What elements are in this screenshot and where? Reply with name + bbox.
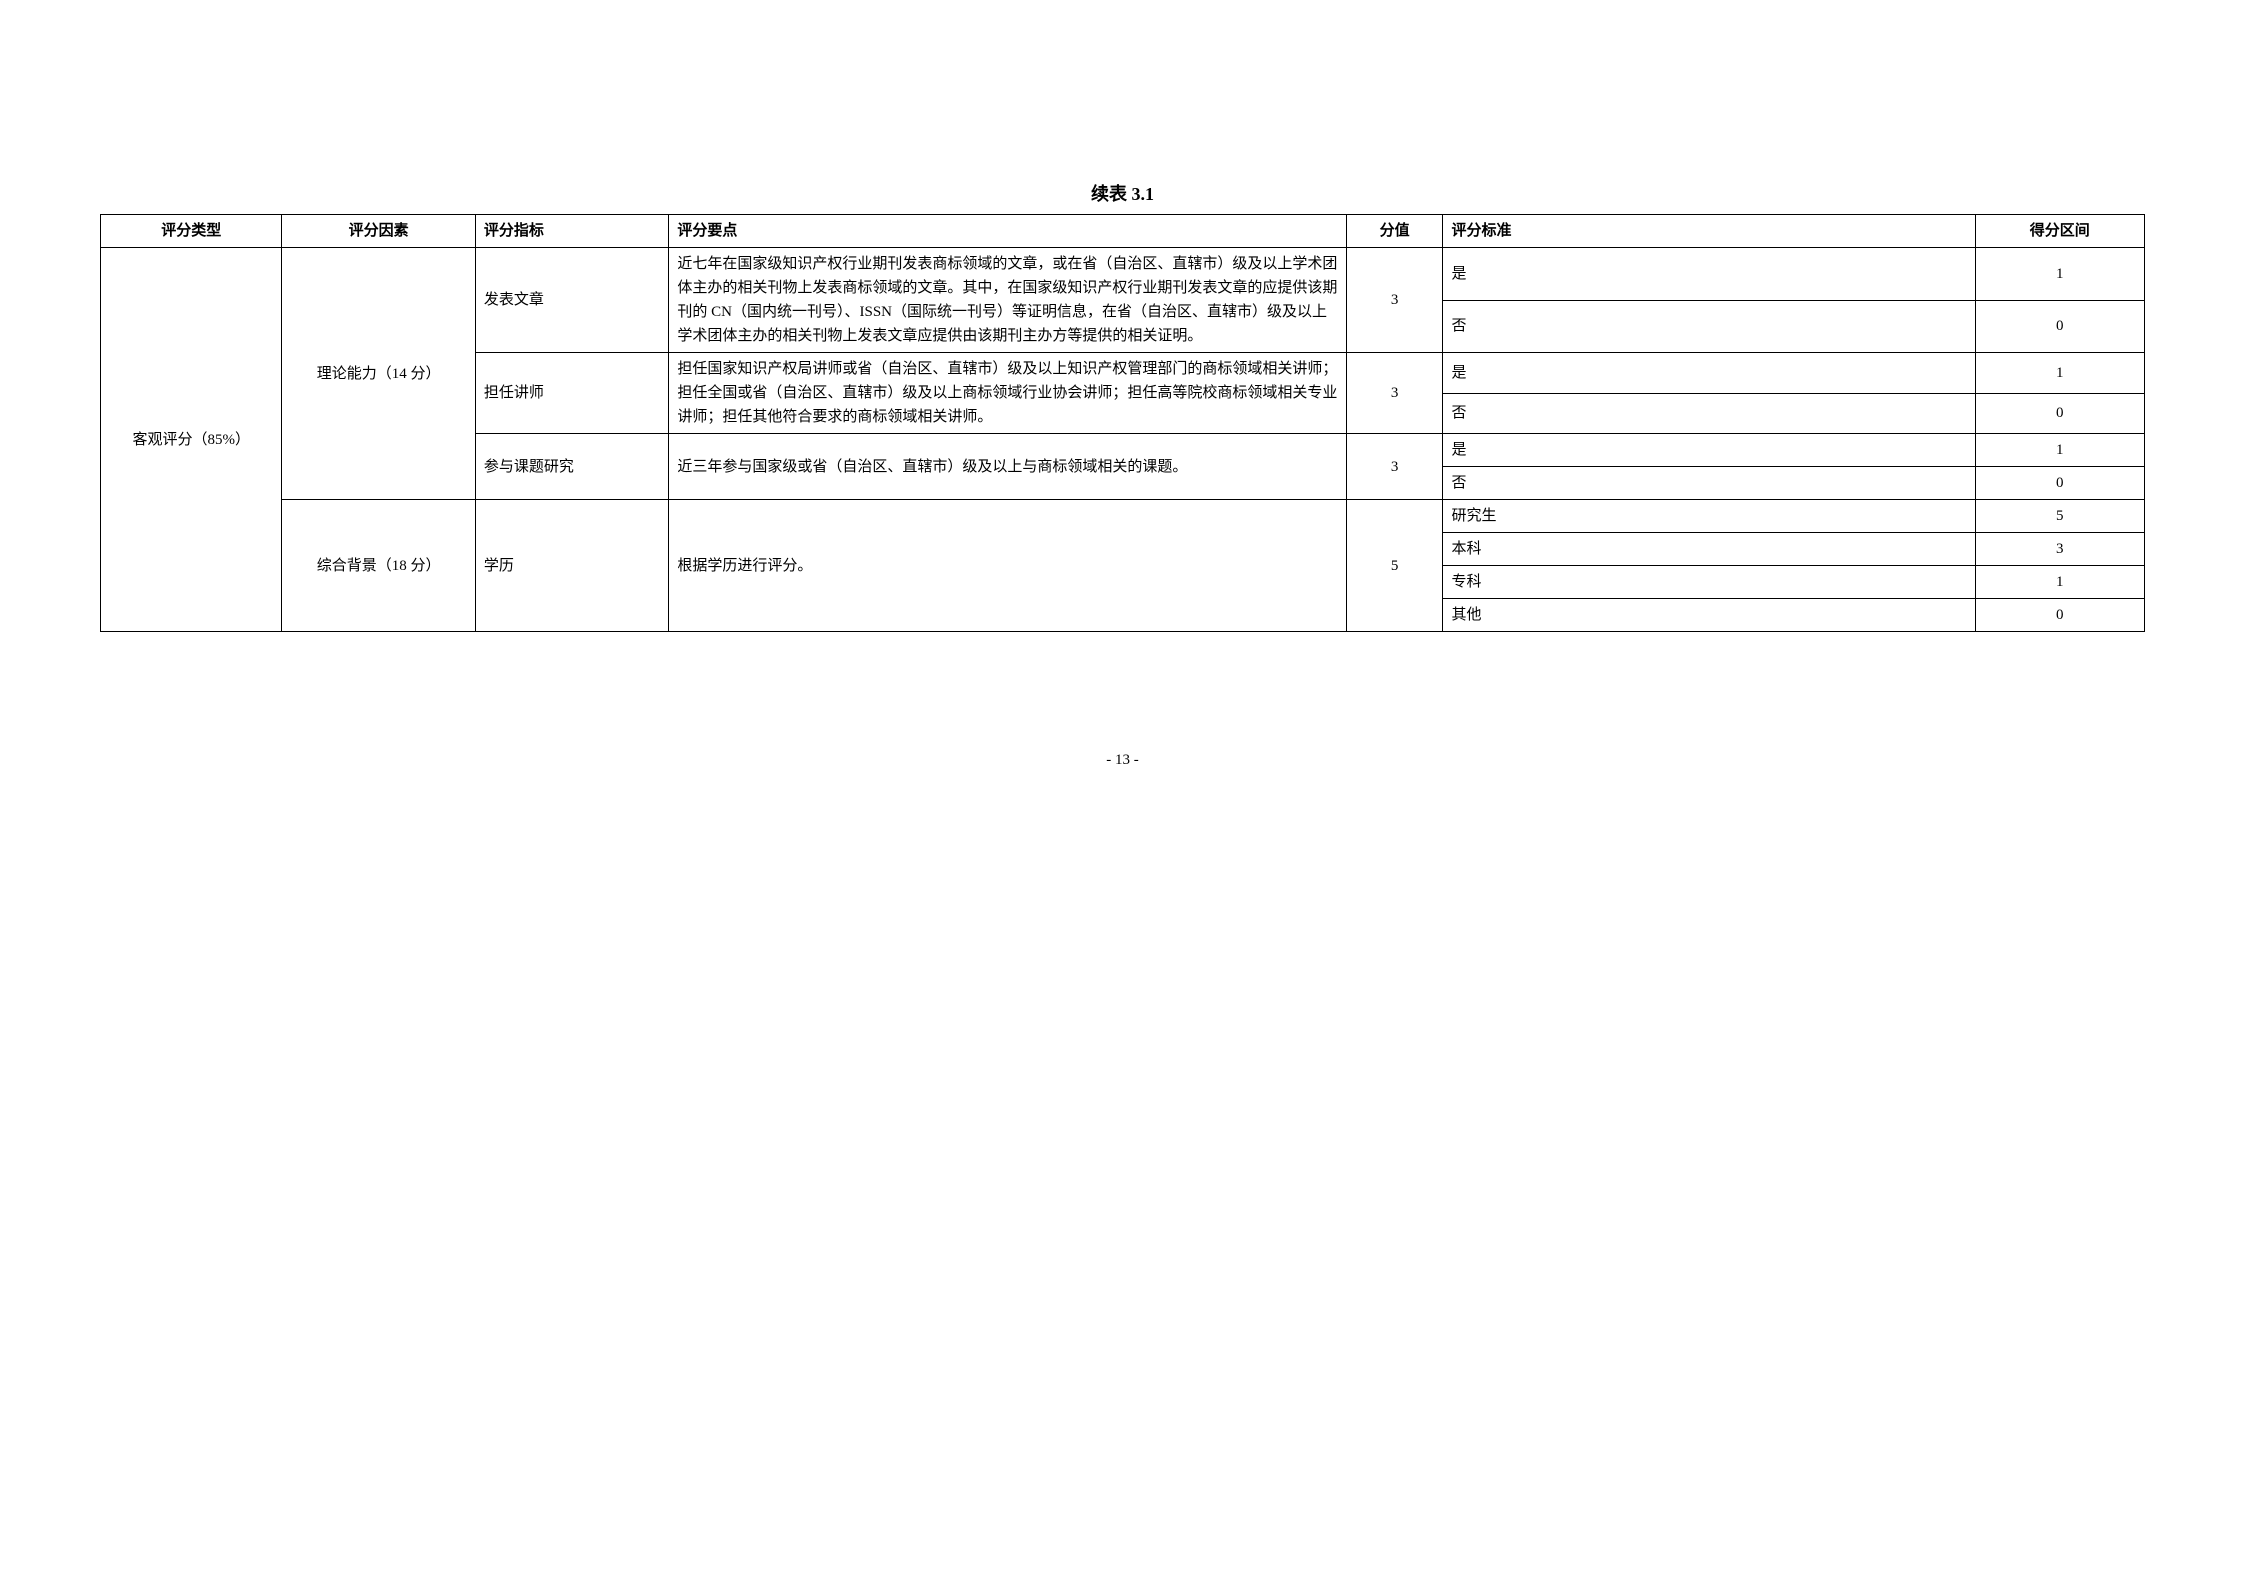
cell-criteria-yes-1: 是: [1443, 248, 1975, 301]
table-header-row: 评分类型 评分因素 评分指标 评分要点 分值 评分标准 得分区间: [101, 215, 2145, 248]
cell-score-2: 3: [1346, 353, 1443, 434]
header-indicator: 评分指标: [475, 215, 669, 248]
table-row: 综合背景（18 分） 学历 根据学历进行评分。 5 研究生 5: [101, 500, 2145, 533]
table-caption: 续表 3.1: [100, 180, 2145, 206]
cell-criteria-bachelor: 本科: [1443, 533, 1975, 566]
cell-criteria-other: 其他: [1443, 599, 1975, 632]
cell-criteria-assoc: 专科: [1443, 566, 1975, 599]
cell-criteria-no-1: 否: [1443, 300, 1975, 353]
cell-points-3: 近三年参与国家级或省（自治区、直辖市）级及以上与商标领域相关的课题。: [669, 434, 1346, 500]
scoring-table: 评分类型 评分因素 评分指标 评分要点 分值 评分标准 得分区间 客观评分（85…: [100, 214, 2145, 632]
cell-range-1-1: 1: [1975, 248, 2144, 301]
cell-criteria-no-3: 否: [1443, 467, 1975, 500]
cell-type: 客观评分（85%）: [101, 248, 282, 632]
cell-points-2: 担任国家知识产权局讲师或省（自治区、直辖市）级及以上知识产权管理部门的商标领域相…: [669, 353, 1346, 434]
header-factor: 评分因素: [282, 215, 476, 248]
cell-range-5: 5: [1975, 500, 2144, 533]
cell-score-4: 5: [1346, 500, 1443, 632]
header-points: 评分要点: [669, 215, 1346, 248]
cell-points-4: 根据学历进行评分。: [669, 500, 1346, 632]
cell-criteria-no-2: 否: [1443, 393, 1975, 434]
page-number: - 13 -: [100, 752, 2145, 769]
cell-range-3: 3: [1975, 533, 2144, 566]
header-criteria: 评分标准: [1443, 215, 1975, 248]
cell-range-0-3: 0: [1975, 467, 2144, 500]
header-type: 评分类型: [101, 215, 282, 248]
cell-range-0-1: 0: [1975, 300, 2144, 353]
cell-indicator-3: 参与课题研究: [475, 434, 669, 500]
table-row: 客观评分（85%） 理论能力（14 分） 发表文章 近七年在国家级知识产权行业期…: [101, 248, 2145, 301]
cell-range-1-4: 1: [1975, 566, 2144, 599]
cell-indicator-2: 担任讲师: [475, 353, 669, 434]
cell-criteria-grad: 研究生: [1443, 500, 1975, 533]
header-score: 分值: [1346, 215, 1443, 248]
cell-indicator-1: 发表文章: [475, 248, 669, 353]
cell-range-1-2: 1: [1975, 353, 2144, 394]
cell-range-1-3: 1: [1975, 434, 2144, 467]
cell-indicator-4: 学历: [475, 500, 669, 632]
cell-criteria-yes-2: 是: [1443, 353, 1975, 394]
cell-points-1: 近七年在国家级知识产权行业期刊发表商标领域的文章，或在省（自治区、直辖市）级及以…: [669, 248, 1346, 353]
cell-criteria-yes-3: 是: [1443, 434, 1975, 467]
cell-score-1: 3: [1346, 248, 1443, 353]
cell-factor-1: 理论能力（14 分）: [282, 248, 476, 500]
cell-range-0-4: 0: [1975, 599, 2144, 632]
header-range: 得分区间: [1975, 215, 2144, 248]
cell-factor-2: 综合背景（18 分）: [282, 500, 476, 632]
cell-score-3: 3: [1346, 434, 1443, 500]
cell-range-0-2: 0: [1975, 393, 2144, 434]
